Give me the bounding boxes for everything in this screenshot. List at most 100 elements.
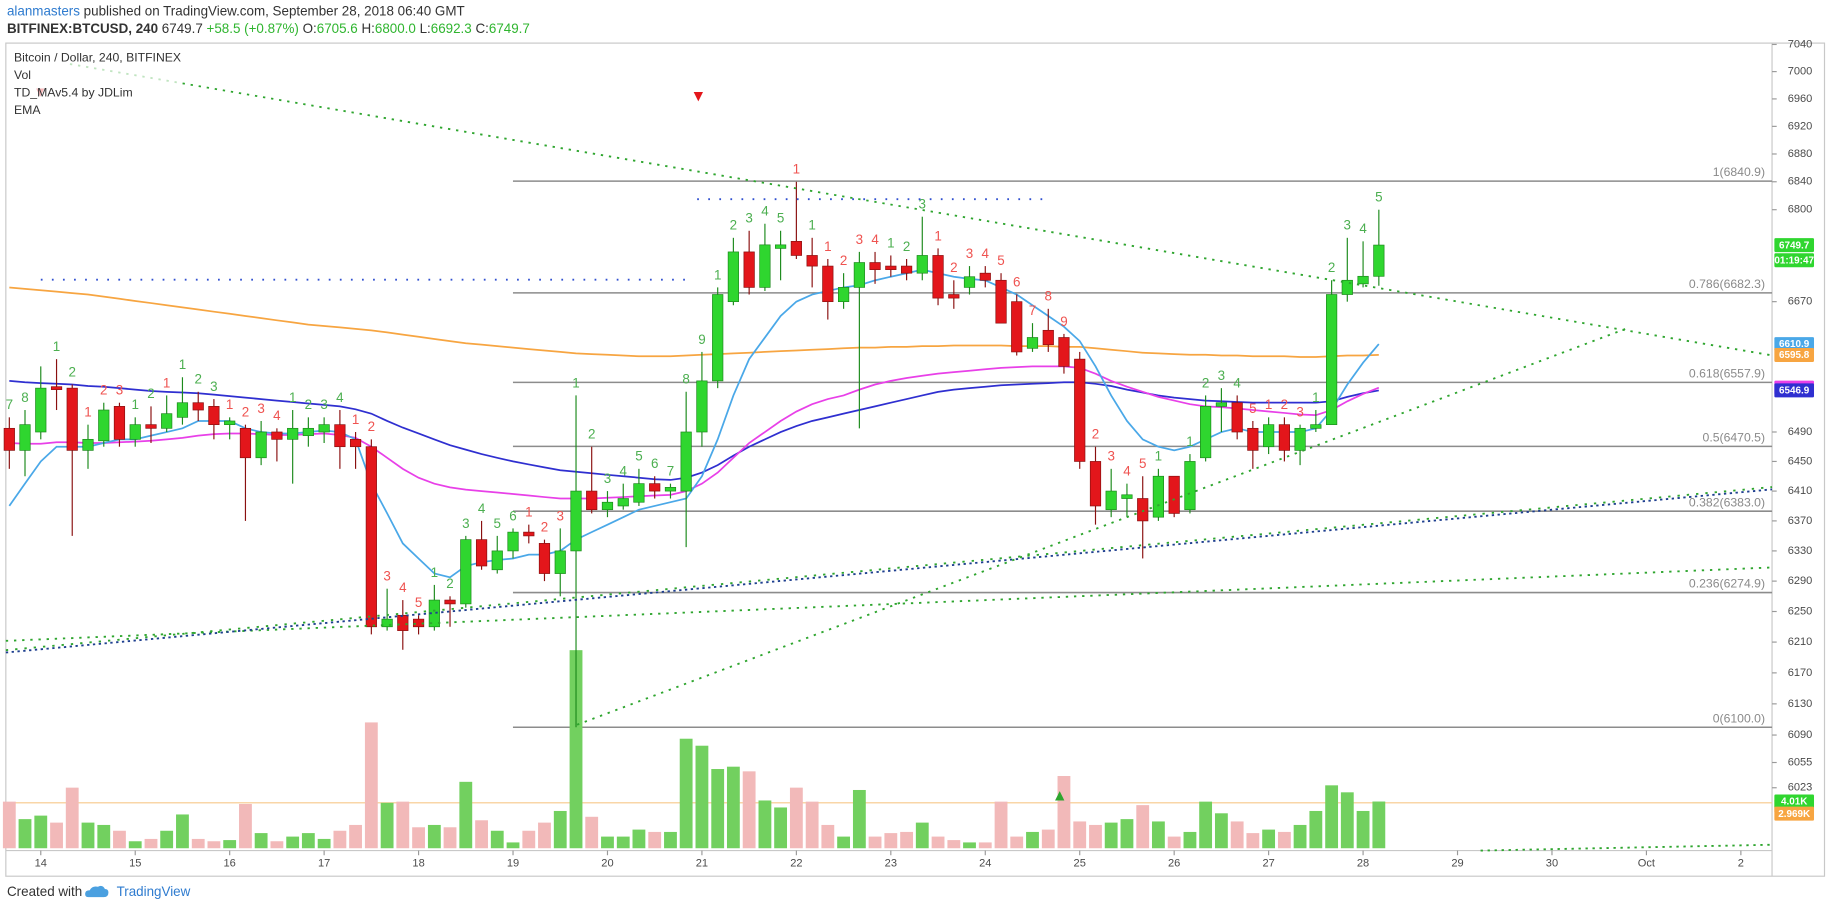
candle (444, 596, 456, 627)
candle-body (444, 599, 456, 605)
td-count: 3 (1344, 218, 1351, 233)
legend-td[interactable]: TD_MAv5.4 by JDLim (14, 85, 133, 99)
candle (1373, 209, 1385, 286)
volume-bar (270, 841, 284, 849)
candle-body (617, 498, 629, 507)
legend-vol[interactable]: Vol (14, 68, 31, 82)
candle-body (1074, 358, 1086, 462)
td-count: 7 (667, 464, 674, 479)
volume-bar (1262, 829, 1276, 849)
y-tick-label: 6370 (1788, 515, 1813, 527)
legend-symbol[interactable]: Bitcoin / Dollar, 240, BITFINEX (14, 50, 181, 64)
y-tick-label: 6023 (1788, 782, 1813, 794)
candle (649, 476, 661, 499)
candle-body (1263, 424, 1275, 448)
price-label-box (1774, 238, 1815, 253)
symbol: BITFINEX:BTCUSD, 240 (7, 21, 158, 36)
trend-lines (5, 63, 1773, 852)
price-label-box (1774, 337, 1815, 352)
volume-bar (1246, 833, 1260, 849)
td-count: 5 (777, 211, 784, 226)
candle (523, 524, 535, 544)
candle-body (963, 276, 976, 288)
td-count: 3 (1107, 449, 1114, 464)
x-tick-label: 15 (129, 857, 141, 869)
ema-line (9, 286, 1379, 358)
y-tick-label: 6250 (1788, 605, 1813, 617)
candle-body (1373, 244, 1385, 277)
candle-body (743, 251, 755, 288)
x-tick-label: 17 (318, 857, 330, 869)
candle (995, 273, 1007, 324)
td-count: 1 (808, 218, 815, 233)
candle-body (649, 483, 661, 492)
candle-body (239, 427, 252, 459)
trend-line (5, 566, 1773, 642)
volume-bar (616, 836, 630, 849)
candle (507, 528, 519, 559)
td-count: 3 (1296, 405, 1303, 420)
candle (696, 351, 708, 447)
candle (1058, 333, 1070, 374)
volume-bar (1309, 810, 1323, 849)
candle-body (554, 550, 566, 574)
td-count: 5 (997, 253, 1004, 268)
td-count: 8 (682, 372, 689, 387)
candle (806, 237, 818, 288)
td-count: 3 (1218, 368, 1225, 383)
candle-body (1089, 461, 1102, 507)
candle-body (664, 487, 677, 492)
volume-bar (97, 824, 111, 849)
author[interactable]: alanmasters (7, 3, 80, 18)
volume-bar (113, 830, 126, 849)
td-count: 1 (431, 565, 438, 580)
candle (1168, 475, 1180, 518)
candle (775, 230, 787, 281)
header-line-1: alanmasters published on TradingView.com… (7, 3, 465, 18)
td-count: 1 (1186, 434, 1193, 449)
td-count: 2 (950, 260, 957, 275)
volume-bar (223, 840, 237, 849)
fib-label: 0.236(6274.9) (1689, 577, 1765, 591)
candle-body (176, 402, 189, 418)
td-count: 3 (604, 471, 611, 486)
header-line-2: BITFINEX:BTCUSD, 240 6749.7 +58.5 (+0.87… (7, 21, 530, 36)
candle (491, 535, 503, 574)
ohlc-h: 6800.0 (375, 21, 416, 36)
volume-bar (18, 819, 32, 849)
candle (712, 287, 724, 389)
chart-frame (5, 42, 1826, 877)
candle (287, 410, 299, 484)
candle (113, 402, 126, 447)
ohlc-c-label: C: (475, 21, 488, 36)
candle (302, 417, 314, 447)
candle-body (806, 255, 818, 267)
ema-line (8, 268, 1380, 579)
volume-bar (931, 836, 945, 849)
volume-bar (1057, 776, 1071, 849)
candle (979, 266, 991, 288)
footer-brand[interactable]: TradingView (117, 884, 191, 899)
candle-body (1058, 337, 1070, 367)
candle-body (979, 272, 991, 281)
candle (365, 439, 377, 635)
countdown: 01:19:47 (1774, 255, 1814, 266)
candle (1152, 468, 1164, 521)
td-count: 6 (1013, 274, 1020, 289)
td-count: 7 (6, 397, 13, 412)
td-count: 1 (1312, 390, 1319, 405)
volume-bar (239, 803, 252, 849)
legend-ema[interactable]: EMA (14, 103, 41, 117)
candle (727, 237, 739, 306)
candle (963, 266, 976, 295)
td-count: 1 (572, 375, 579, 390)
volume-bar (553, 810, 567, 849)
candle-body (790, 240, 802, 256)
candle (1215, 388, 1227, 432)
td-count: 1 (1265, 397, 1272, 412)
candle (1121, 483, 1133, 518)
ohlc-o: 6705.6 (317, 21, 358, 36)
candle (318, 417, 330, 444)
x-tick-label: 16 (224, 857, 236, 869)
trend-line (69, 63, 1773, 357)
